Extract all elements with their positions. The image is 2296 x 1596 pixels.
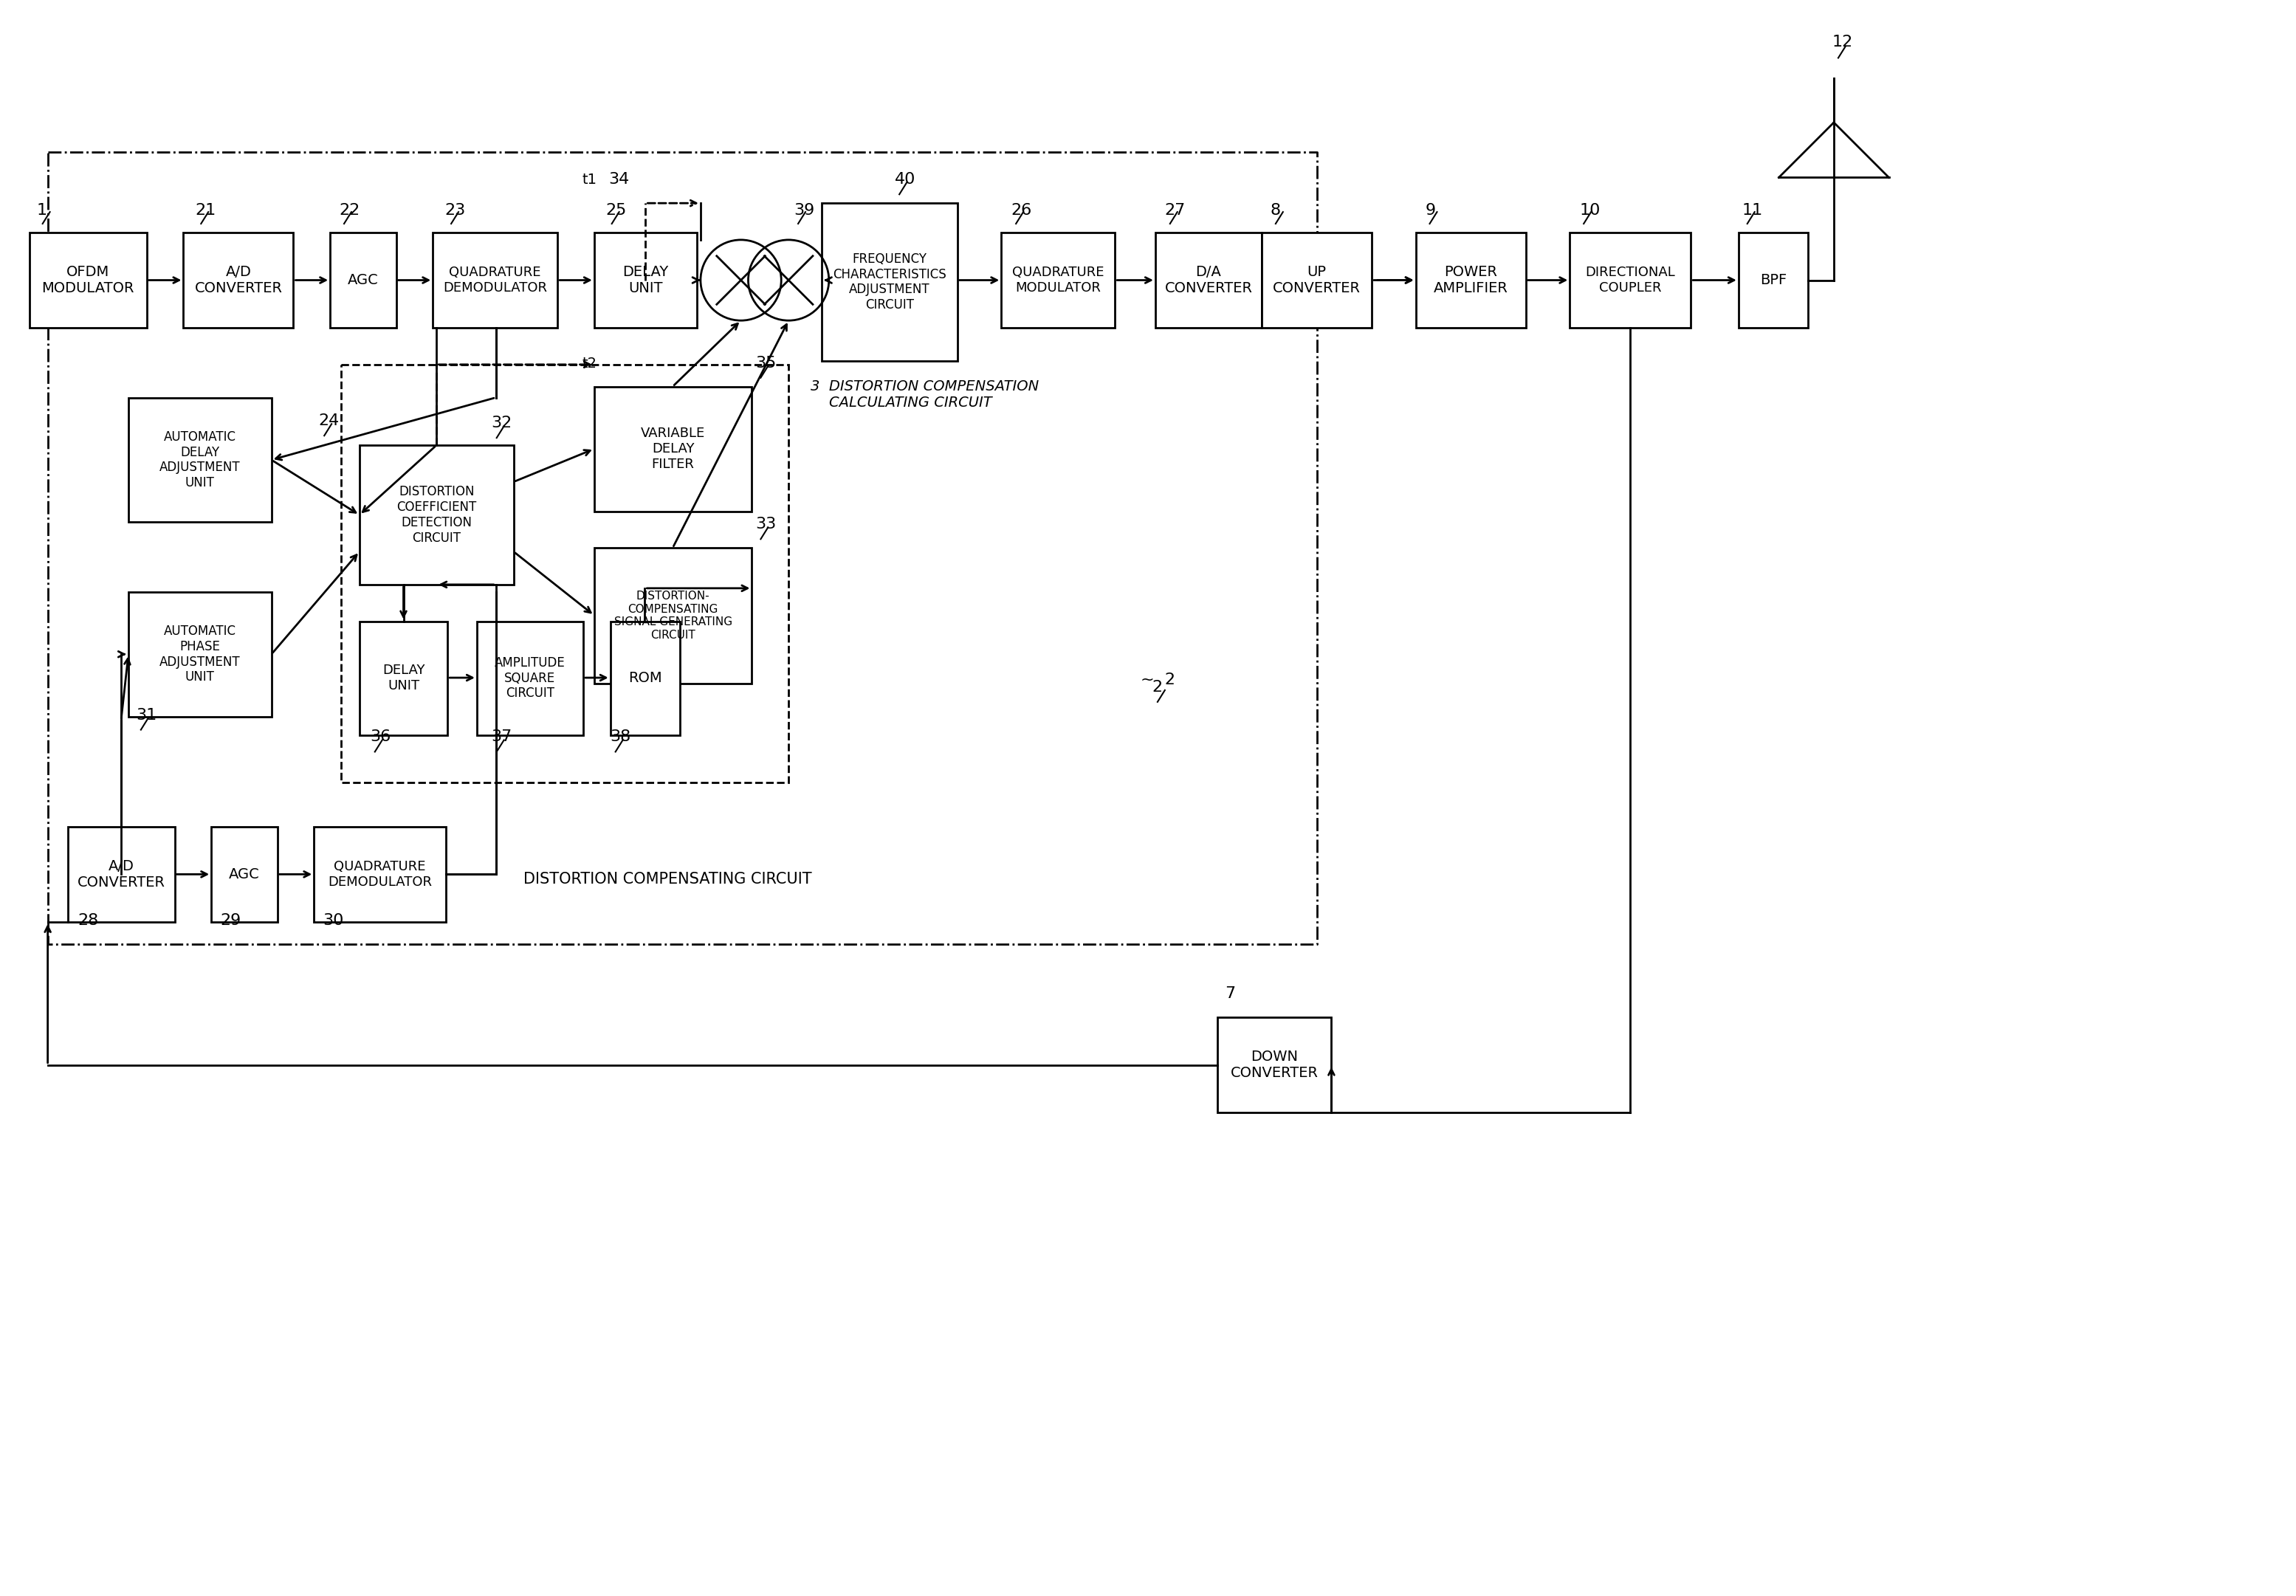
FancyBboxPatch shape [360,445,514,584]
Text: 24: 24 [319,413,340,428]
Text: 9: 9 [1426,203,1435,217]
Text: 11: 11 [1743,203,1763,217]
Text: ROM: ROM [629,670,661,685]
FancyBboxPatch shape [1417,233,1527,327]
Text: 23: 23 [445,203,466,217]
Text: D/A
CONVERTER: D/A CONVERTER [1164,265,1251,295]
Text: VARIABLE
DELAY
FILTER: VARIABLE DELAY FILTER [641,426,705,471]
Text: 39: 39 [794,203,815,217]
Text: BPF: BPF [1761,273,1786,287]
FancyBboxPatch shape [129,397,271,522]
Text: 29: 29 [220,913,241,927]
FancyBboxPatch shape [1001,233,1116,327]
Text: 28: 28 [78,913,99,927]
FancyBboxPatch shape [595,386,751,511]
FancyBboxPatch shape [30,233,147,327]
Text: AUTOMATIC
PHASE
ADJUSTMENT
UNIT: AUTOMATIC PHASE ADJUSTMENT UNIT [158,624,241,685]
Text: 27: 27 [1164,203,1185,217]
Text: QUADRATURE
MODULATOR: QUADRATURE MODULATOR [1013,267,1104,295]
Text: FREQUENCY
CHARACTERISTICS
ADJUSTMENT
CIRCUIT: FREQUENCY CHARACTERISTICS ADJUSTMENT CIR… [833,252,946,311]
Text: 2: 2 [1153,680,1162,694]
FancyBboxPatch shape [184,233,294,327]
Text: DISTORTION COMPENSATING CIRCUIT: DISTORTION COMPENSATING CIRCUIT [523,871,813,887]
FancyBboxPatch shape [1155,233,1263,327]
Text: 35: 35 [755,356,776,370]
Text: 37: 37 [491,729,512,744]
Text: 8: 8 [1270,203,1281,217]
Text: QUADRATURE
DEMODULATOR: QUADRATURE DEMODULATOR [328,860,432,889]
Text: 36: 36 [370,729,390,744]
Text: AMPLITUDE
SQUARE
CIRCUIT: AMPLITUDE SQUARE CIRCUIT [494,656,565,701]
Text: 38: 38 [611,729,631,744]
Text: UP
CONVERTER: UP CONVERTER [1272,265,1362,295]
Text: 10: 10 [1580,203,1600,217]
Text: t1: t1 [583,172,597,187]
FancyBboxPatch shape [331,233,397,327]
FancyBboxPatch shape [360,621,448,734]
FancyBboxPatch shape [1217,1017,1332,1112]
Text: 34: 34 [608,172,629,187]
Text: 12: 12 [1832,35,1853,49]
Text: 32: 32 [491,417,512,431]
Text: DISTORTION-
COMPENSATING
SIGNAL GENERATING
CIRCUIT: DISTORTION- COMPENSATING SIGNAL GENERATI… [613,591,732,640]
Text: DOWN
CONVERTER: DOWN CONVERTER [1231,1050,1318,1080]
Text: DELAY
UNIT: DELAY UNIT [381,664,425,693]
Text: DELAY
UNIT: DELAY UNIT [622,265,668,295]
Text: A/D
CONVERTER: A/D CONVERTER [195,265,282,295]
FancyBboxPatch shape [1738,233,1809,327]
Text: 3  DISTORTION COMPENSATION
    CALCULATING CIRCUIT: 3 DISTORTION COMPENSATION CALCULATING CI… [810,380,1038,410]
Text: 22: 22 [340,203,360,217]
Text: 25: 25 [606,203,627,217]
FancyBboxPatch shape [595,233,698,327]
Text: ~  2: ~ 2 [1141,672,1176,688]
Text: 40: 40 [895,172,916,187]
FancyBboxPatch shape [211,827,278,922]
FancyBboxPatch shape [611,621,680,734]
FancyBboxPatch shape [478,621,583,734]
Text: A/D
CONVERTER: A/D CONVERTER [78,859,165,889]
FancyBboxPatch shape [315,827,445,922]
FancyBboxPatch shape [434,233,558,327]
Text: QUADRATURE
DEMODULATOR: QUADRATURE DEMODULATOR [443,267,546,295]
Text: 1: 1 [37,203,48,217]
Text: t2: t2 [583,356,597,370]
Text: AGC: AGC [230,867,259,881]
Text: 33: 33 [755,517,776,531]
FancyBboxPatch shape [1263,233,1371,327]
Text: AUTOMATIC
DELAY
ADJUSTMENT
UNIT: AUTOMATIC DELAY ADJUSTMENT UNIT [158,431,241,490]
FancyBboxPatch shape [1570,233,1690,327]
Text: 26: 26 [1010,203,1031,217]
Text: OFDM
MODULATOR: OFDM MODULATOR [41,265,135,295]
Text: DISTORTION
COEFFICIENT
DETECTION
CIRCUIT: DISTORTION COEFFICIENT DETECTION CIRCUIT [397,485,478,544]
Text: 7: 7 [1226,986,1235,1001]
Text: 30: 30 [324,913,344,927]
FancyBboxPatch shape [595,547,751,683]
Text: AGC: AGC [347,273,379,287]
FancyBboxPatch shape [129,592,271,717]
Text: 21: 21 [195,203,216,217]
Text: DIRECTIONAL
COUPLER: DIRECTIONAL COUPLER [1584,267,1676,295]
Text: 31: 31 [135,707,156,723]
FancyBboxPatch shape [69,827,174,922]
Text: POWER
AMPLIFIER: POWER AMPLIFIER [1433,265,1508,295]
FancyBboxPatch shape [822,203,957,361]
